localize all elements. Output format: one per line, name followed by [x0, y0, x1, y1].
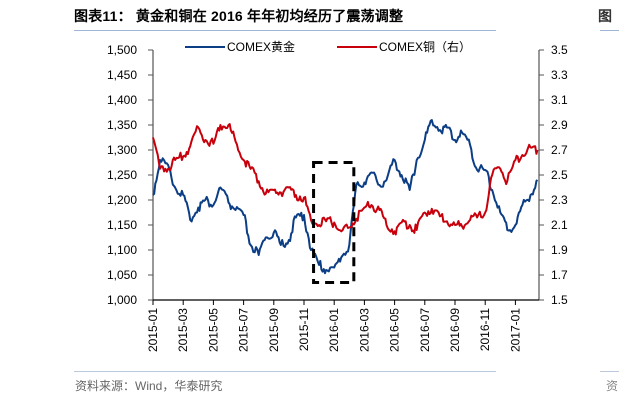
left-tick-label: 1,400 — [107, 93, 137, 107]
left-tick-label: 1,100 — [107, 243, 137, 257]
right-tick-label: 2.9 — [551, 118, 568, 132]
right-tick-label: 1.5 — [551, 293, 568, 307]
x-tick-label: 2016-05 — [388, 308, 402, 352]
footer-divider — [74, 371, 496, 372]
x-tick-label: 2015-03 — [176, 308, 190, 352]
gold-price-line — [152, 119, 539, 275]
left-tick-label: 1,450 — [107, 68, 137, 82]
left-tick-label: 1,500 — [107, 43, 137, 57]
left-tick-label: 1,150 — [107, 218, 137, 232]
legend-gold-label: COMEX黄金 — [227, 39, 295, 54]
right-tick-label: 1.7 — [551, 268, 568, 282]
x-tick-label: 2015-05 — [206, 308, 220, 352]
x-tick-label: 2016-07 — [418, 308, 432, 352]
figure-title: 图表11： 黄金和铜在 2016 年年初均经历了震荡调整 — [74, 8, 404, 24]
x-tick-label: 2015-07 — [237, 308, 251, 352]
source-note: 资料来源：Wind，华泰研究 — [75, 379, 223, 393]
x-tick-label: 2015-09 — [267, 308, 281, 352]
adjacent-figure-title-stub: 图 — [598, 8, 612, 24]
adjacent-title-divider — [600, 30, 619, 31]
left-tick-label: 1,000 — [107, 293, 137, 307]
x-tick-label: 2016-01 — [327, 308, 341, 352]
legend-copper-label: COMEX铜（右） — [379, 39, 471, 54]
right-tick-label: 3.3 — [551, 68, 568, 82]
highlight-dashed-box — [312, 161, 356, 284]
left-tick-label: 1,050 — [107, 268, 137, 282]
x-tick-label: 2015-01 — [146, 308, 160, 352]
x-tick-label: 2017-01 — [508, 308, 522, 352]
right-tick-label: 3.5 — [551, 43, 568, 57]
x-tick-label: 2016-03 — [357, 308, 371, 352]
right-tick-label: 2.3 — [551, 193, 568, 207]
x-tick-label: 2015-11 — [297, 308, 311, 351]
adjacent-source-stub: 资 — [606, 379, 619, 393]
right-tick-label: 2.1 — [551, 218, 568, 232]
x-tick-label: 2016-09 — [448, 308, 462, 352]
right-tick-label: 2.5 — [551, 168, 568, 182]
right-tick-label: 3.1 — [551, 93, 568, 107]
left-tick-label: 1,250 — [107, 168, 137, 182]
adjacent-footer-divider — [600, 371, 619, 372]
title-divider — [74, 30, 496, 31]
right-tick-label: 1.9 — [551, 243, 568, 257]
left-tick-label: 1,200 — [107, 193, 137, 207]
left-tick-label: 1,350 — [107, 118, 137, 132]
right-tick-label: 2.7 — [551, 143, 568, 157]
x-tick-label: 2016-11 — [478, 308, 492, 351]
left-tick-label: 1,300 — [107, 143, 137, 157]
copper-price-line — [152, 123, 539, 236]
